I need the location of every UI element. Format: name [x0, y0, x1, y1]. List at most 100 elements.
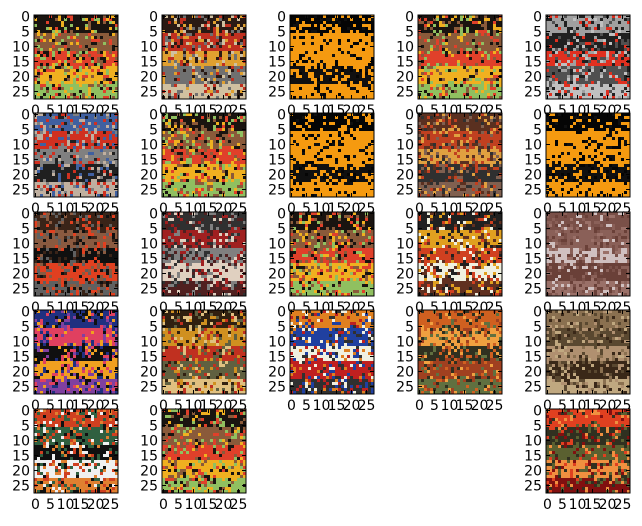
y-tick-label: 25	[524, 282, 542, 298]
x-tick-label: 5	[46, 103, 55, 119]
image-pixels	[290, 212, 375, 297]
y-tick-label: 5	[405, 123, 414, 139]
x-tick-label: 0	[159, 398, 168, 414]
axes-frame	[161, 14, 247, 100]
axes-frame	[33, 112, 119, 198]
y-tick-label: 10	[524, 237, 542, 253]
y-tick-label: 5	[533, 25, 542, 41]
y-tick-label: 25	[524, 183, 542, 199]
y-tick-label: 15	[396, 55, 414, 71]
y-tick-label: 15	[268, 55, 286, 71]
image-pixels	[418, 15, 503, 100]
y-tick-label: 25	[268, 282, 286, 298]
y-tick-label: 0	[405, 10, 414, 26]
y-tick-label: 0	[405, 108, 414, 124]
x-tick-label: 0	[31, 398, 40, 414]
y-tick-label: 20	[396, 365, 414, 381]
y-tick-label: 10	[12, 237, 30, 253]
y-tick-label: 0	[533, 305, 542, 321]
y-tick-label: 25	[396, 85, 414, 101]
axes-frame	[289, 309, 375, 395]
y-tick-label: 10	[268, 40, 286, 56]
y-tick-label: 25	[12, 479, 30, 495]
x-tick-label: 5	[46, 497, 55, 513]
y-tick-label: 0	[277, 305, 286, 321]
y-tick-label: 5	[21, 25, 30, 41]
image-pixels	[546, 15, 631, 100]
y-tick-label: 0	[21, 108, 30, 124]
y-tick-label: 15	[140, 55, 158, 71]
y-tick-label: 20	[396, 70, 414, 86]
x-tick-label: 0	[159, 300, 168, 316]
image-pixels	[546, 113, 631, 198]
x-tick-label: 0	[287, 300, 296, 316]
y-tick-label: 20	[524, 464, 542, 480]
y-tick-label: 15	[12, 153, 30, 169]
x-tick-label: 5	[302, 398, 311, 414]
y-tick-label: 5	[21, 419, 30, 435]
x-tick-label: 10	[185, 497, 203, 513]
y-tick-label: 20	[396, 267, 414, 283]
axes-frame	[33, 309, 119, 395]
x-tick-label: 5	[430, 103, 439, 119]
y-tick-label: 10	[524, 40, 542, 56]
y-tick-label: 15	[140, 153, 158, 169]
y-tick-label: 10	[524, 434, 542, 450]
x-tick-label: 15	[200, 497, 218, 513]
image-pixels	[34, 212, 119, 297]
y-tick-label: 5	[405, 25, 414, 41]
x-tick-label: 10	[569, 497, 587, 513]
y-tick-label: 10	[524, 335, 542, 351]
y-tick-label: 5	[21, 123, 30, 139]
y-tick-label: 5	[149, 419, 158, 435]
image-pixels	[418, 212, 503, 297]
y-tick-label: 0	[149, 305, 158, 321]
y-tick-label: 5	[533, 320, 542, 336]
axes-frame	[545, 408, 631, 494]
y-tick-label: 15	[524, 55, 542, 71]
x-tick-label: 20	[343, 398, 361, 414]
axes-frame	[545, 14, 631, 100]
y-tick-label: 10	[140, 237, 158, 253]
y-tick-label: 5	[405, 222, 414, 238]
y-tick-label: 15	[12, 252, 30, 268]
x-tick-label: 5	[174, 103, 183, 119]
y-tick-label: 0	[533, 404, 542, 420]
y-tick-label: 25	[524, 380, 542, 396]
y-tick-label: 5	[277, 123, 286, 139]
y-tick-label: 25	[524, 479, 542, 495]
axes-frame	[33, 408, 119, 494]
x-tick-label: 25	[102, 497, 120, 513]
y-tick-label: 0	[277, 108, 286, 124]
x-tick-label: 20	[599, 497, 617, 513]
y-tick-label: 10	[12, 335, 30, 351]
x-tick-label: 0	[159, 103, 168, 119]
y-tick-label: 20	[12, 70, 30, 86]
y-tick-label: 25	[140, 85, 158, 101]
y-tick-label: 20	[524, 70, 542, 86]
y-tick-label: 5	[533, 419, 542, 435]
y-tick-label: 0	[149, 10, 158, 26]
x-tick-label: 5	[302, 103, 311, 119]
y-tick-label: 0	[277, 207, 286, 223]
axes-frame	[33, 211, 119, 297]
x-tick-label: 15	[456, 398, 474, 414]
x-tick-label: 5	[558, 398, 567, 414]
x-tick-label: 5	[430, 300, 439, 316]
x-tick-label: 0	[415, 103, 424, 119]
image-pixels	[418, 113, 503, 198]
y-tick-label: 15	[12, 449, 30, 465]
y-tick-label: 20	[268, 168, 286, 184]
x-tick-label: 5	[430, 201, 439, 217]
y-tick-label: 10	[396, 335, 414, 351]
y-tick-label: 10	[396, 40, 414, 56]
y-tick-label: 0	[533, 108, 542, 124]
